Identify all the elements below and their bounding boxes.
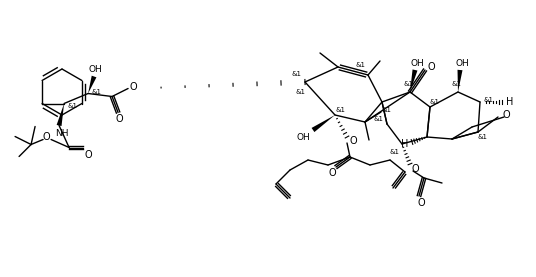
Text: O: O [502, 110, 510, 120]
Polygon shape [88, 76, 96, 94]
Text: OH: OH [296, 132, 310, 142]
Text: NH: NH [55, 129, 69, 138]
Text: &1: &1 [67, 102, 77, 109]
Polygon shape [311, 115, 335, 132]
Text: &1: &1 [430, 99, 440, 105]
Polygon shape [57, 104, 64, 126]
Text: &1: &1 [382, 107, 392, 113]
Text: &1: &1 [483, 97, 493, 103]
Text: &1: &1 [374, 116, 384, 122]
Text: &1: &1 [91, 88, 101, 94]
Text: OH: OH [410, 58, 424, 68]
Text: &1: &1 [403, 81, 413, 87]
Text: O: O [349, 136, 357, 146]
Text: &1: &1 [355, 62, 365, 68]
Text: &1: &1 [478, 134, 488, 140]
Text: O: O [427, 62, 435, 72]
Text: O: O [417, 198, 425, 208]
Text: O: O [129, 83, 137, 93]
Text: OH: OH [88, 65, 102, 74]
Text: H: H [507, 97, 513, 107]
Text: O: O [42, 132, 50, 142]
Text: O: O [115, 114, 123, 124]
Polygon shape [458, 70, 463, 92]
Polygon shape [410, 70, 418, 92]
Text: H: H [401, 139, 408, 149]
Text: &1: &1 [296, 89, 306, 95]
Text: &1: &1 [451, 81, 461, 87]
Text: &1: &1 [389, 149, 399, 155]
Text: O: O [328, 168, 336, 178]
Text: &1: &1 [292, 71, 302, 77]
Text: O: O [84, 150, 92, 160]
Text: OH: OH [455, 58, 469, 68]
Text: &1: &1 [335, 107, 345, 113]
Text: O: O [411, 164, 419, 174]
